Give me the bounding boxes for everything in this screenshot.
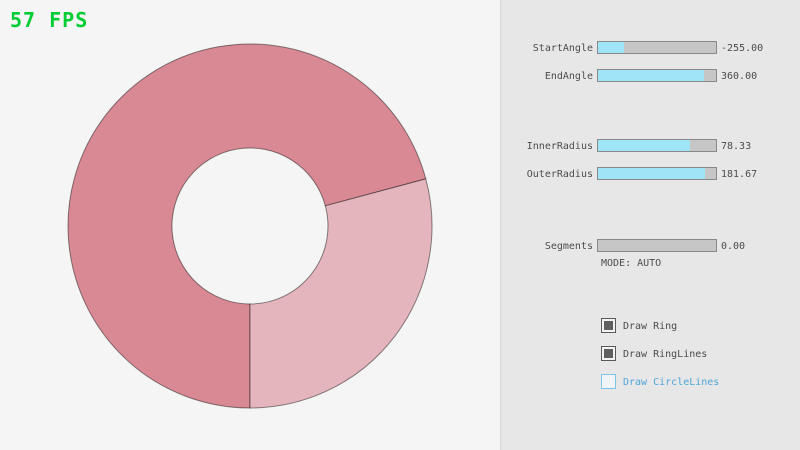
control-panel: StartAngle -255.00 EndAngle 360.00 Inner… — [500, 0, 800, 450]
endangle-value: 360.00 — [721, 71, 758, 82]
ring-light-segment — [249, 178, 433, 409]
innerradius-value: 78.33 — [721, 141, 752, 152]
startangle-value: -255.00 — [721, 43, 764, 54]
endangle-slider-fill — [598, 70, 705, 81]
endangle-label: EndAngle — [544, 71, 593, 82]
draw-ring-checkbox[interactable] — [601, 318, 616, 333]
segments-mode-text: MODE: AUTO — [601, 258, 662, 269]
draw-ringlines-label: Draw RingLines — [623, 349, 708, 360]
innerradius-slider-fill — [598, 140, 691, 151]
canvas-area: 57 FPS — [10, 8, 433, 409]
slider-row-segments: Segments 0.00 — [501, 239, 800, 253]
ring-graphic — [67, 43, 433, 409]
segments-label: Segments — [544, 241, 593, 252]
checkbox-row-draw-circlelines: Draw CircleLines — [501, 374, 800, 390]
draw-ringlines-checkbox[interactable] — [601, 346, 616, 361]
outerradius-slider-fill — [598, 168, 706, 179]
outerradius-slider[interactable] — [597, 167, 717, 180]
draw-circlelines-label: Draw CircleLines — [623, 377, 720, 388]
fps-counter: 57 FPS — [10, 8, 89, 32]
ring-dark-segment — [67, 43, 427, 409]
slider-row-innerradius: InnerRadius 78.33 — [501, 139, 800, 153]
checkbox-row-draw-ring: Draw Ring — [501, 318, 800, 334]
innerradius-label: InnerRadius — [526, 141, 593, 152]
slider-row-startangle: StartAngle -255.00 — [501, 41, 800, 55]
draw-ring-label: Draw Ring — [623, 321, 678, 332]
draw-circlelines-checkbox[interactable] — [601, 374, 616, 389]
endangle-slider[interactable] — [597, 69, 717, 82]
slider-row-endangle: EndAngle 360.00 — [501, 69, 800, 83]
innerradius-slider[interactable] — [597, 139, 717, 152]
outerradius-label: OuterRadius — [526, 169, 593, 180]
slider-row-outerradius: OuterRadius 181.67 — [501, 167, 800, 181]
startangle-slider[interactable] — [597, 41, 717, 54]
outerradius-value: 181.67 — [721, 169, 758, 180]
segments-slider[interactable] — [597, 239, 717, 252]
startangle-slider-fill — [598, 42, 624, 53]
segments-value: 0.00 — [721, 241, 746, 252]
checkbox-row-draw-ringlines: Draw RingLines — [501, 346, 800, 362]
startangle-label: StartAngle — [532, 43, 593, 54]
